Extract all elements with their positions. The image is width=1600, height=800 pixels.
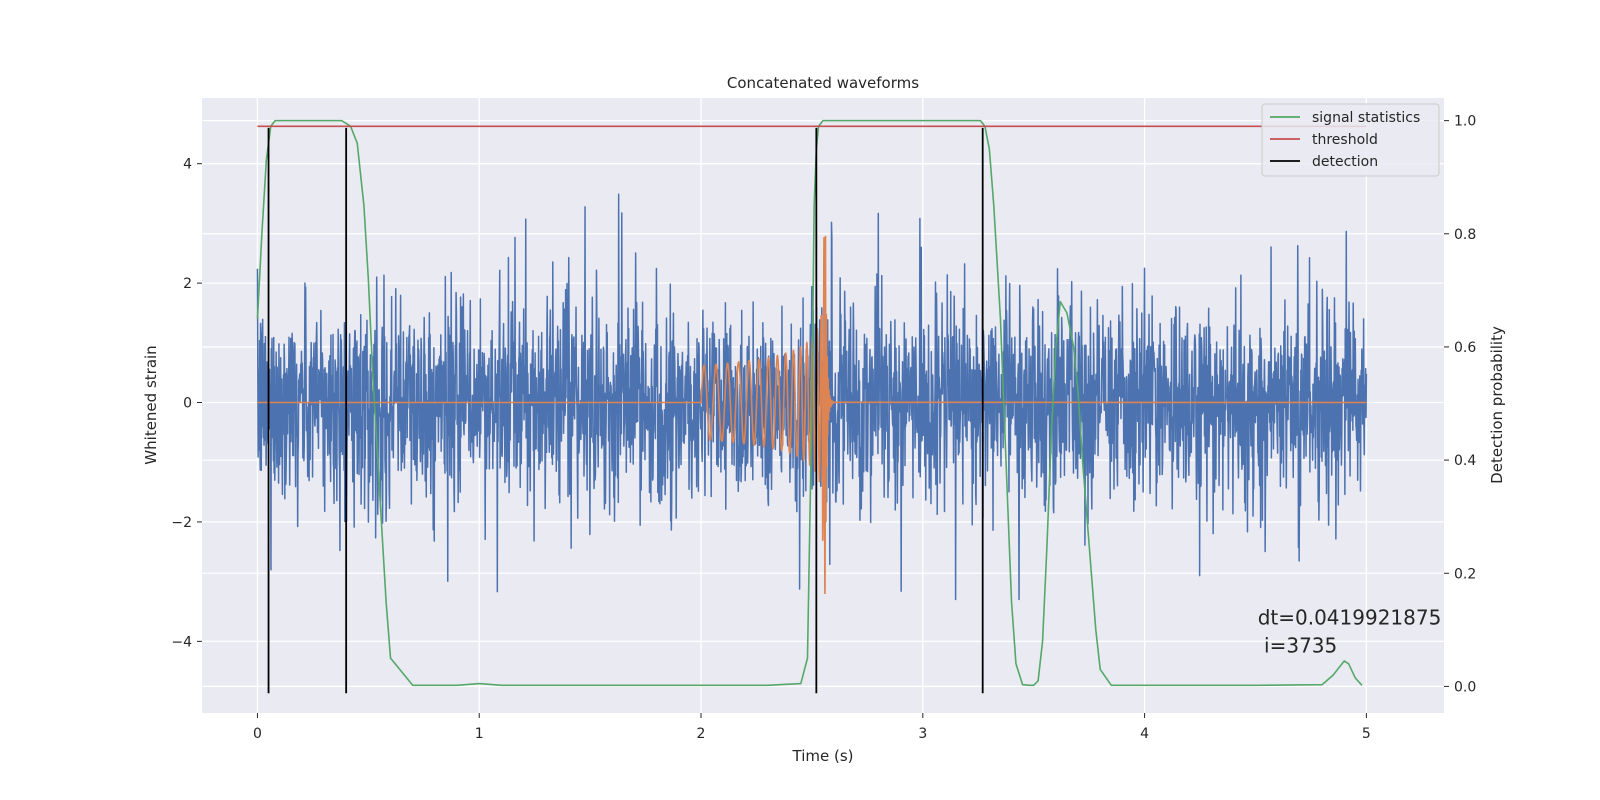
x-tick-label: 5 [1362,726,1371,742]
x-tick-label: 2 [697,726,706,742]
y-tick-label-right: 0.4 [1454,453,1476,469]
series-line-signal-statistics [256,119,1363,687]
legend-label: detection [1312,154,1378,170]
y-tick-label: 2 [183,276,192,292]
y-tick-label-right: 1.0 [1454,114,1476,130]
x-tick-label: 1 [475,726,484,742]
x-tick-label: 0 [253,726,262,742]
legend: signal statistics threshold detection [1261,103,1440,177]
y-tick-label-right: 0.2 [1454,566,1476,582]
y-tick-label: −4 [171,634,192,650]
y-axis-label-right: Detection probability [1488,326,1506,484]
legend-box [1261,103,1440,177]
annotation-line: i=3735 [1258,634,1338,658]
annotation-line: dt=0.0419921875 [1258,606,1442,630]
chart-title: Concatenated waveforms [727,74,919,92]
y-tick-label: −2 [171,515,192,531]
axes: 0 1 2 3 4 5 −4 −2 0 2 4 0.0 0.2 0.4 0.6 0.8 1.0 [171,114,1476,742]
y-tick-label: 4 [183,157,192,173]
x-tick-label: 4 [1140,726,1149,742]
y-tick-label-right: 0.0 [1454,679,1476,695]
legend-label: signal statistics [1312,110,1420,126]
y-tick-label-right: 0.8 [1454,227,1476,243]
annotation: dt=0.0419921875 i=3735 [1258,606,1442,658]
y-tick-label-right: 0.6 [1454,340,1476,356]
legend-label: threshold [1312,132,1378,148]
y-axis-label: Whitened strain [142,345,160,464]
series-layer [256,119,1368,694]
x-axis-label: Time (s) [792,747,854,765]
x-tick-label: 3 [918,726,927,742]
y-tick-label: 0 [183,396,192,412]
